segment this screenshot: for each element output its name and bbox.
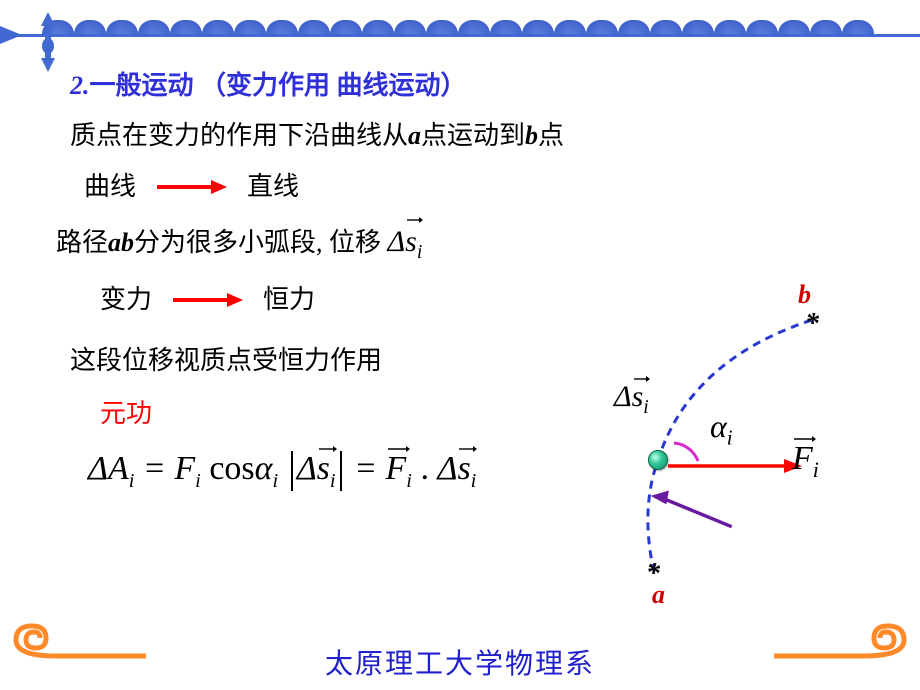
line-particle-motion: 质点在变力的作用下沿曲线从a点运动到b点 bbox=[70, 118, 860, 154]
footer-institution: 太原理工大学物理系 bbox=[0, 642, 920, 682]
star-a-icon: * bbox=[646, 558, 660, 590]
heading-number: 2. bbox=[70, 71, 90, 100]
section-heading: 2.一般运动 （变力作用 曲线运动） bbox=[70, 68, 860, 104]
top-bumps-row bbox=[42, 20, 890, 34]
displacement-vector-arrow bbox=[648, 468, 740, 531]
star-b-icon: * bbox=[805, 308, 819, 340]
force-diagram: b * a * Δsi αi Fi bbox=[530, 280, 860, 610]
displacement-symbol: Δsi bbox=[388, 225, 423, 258]
vertical-spike-ornament bbox=[36, 20, 60, 82]
arrow-right-icon bbox=[173, 284, 243, 320]
particle-icon bbox=[648, 450, 668, 470]
top-horizontal-line bbox=[0, 34, 920, 37]
top-border-decoration bbox=[0, 20, 920, 42]
abs-bar-right bbox=[340, 451, 342, 491]
transform-curve-to-line: 曲线 直线 bbox=[84, 169, 860, 207]
arrow-right-icon bbox=[157, 171, 227, 207]
label-point-b: b bbox=[798, 280, 811, 310]
label-ds-vector: Δsi bbox=[614, 380, 649, 419]
label-force-vector: Fi bbox=[792, 440, 819, 483]
heading-title: 一般运动 （变力作用 曲线运动） bbox=[90, 71, 467, 100]
label-alpha: αi bbox=[710, 408, 733, 450]
line-path-segments: 路径ab分为很多小弧段, 位移 Δsi bbox=[56, 221, 860, 266]
abs-bar-left bbox=[291, 451, 293, 491]
